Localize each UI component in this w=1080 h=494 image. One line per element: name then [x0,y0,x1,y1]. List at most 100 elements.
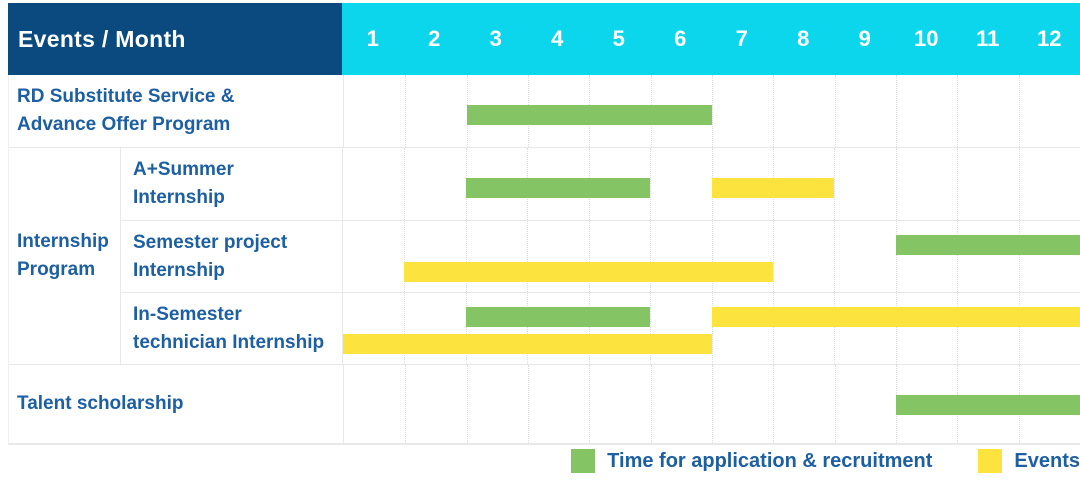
month-gridline [404,293,406,364]
chart-legend: Time for application & recruitment Event… [571,449,1080,473]
month-label: 10 [914,26,939,51]
month-gridline [957,148,959,220]
group-label: Internship Program [9,148,121,364]
month-gridline [895,148,897,220]
gantt-area [343,365,1080,443]
month-gridline [650,365,652,443]
month-gridline [650,293,652,364]
label-line: RD Substitute Service & [17,86,235,107]
month-gridline [1018,293,1020,364]
gantt-table: Events / Month 1 2 3 4 5 6 7 8 9 10 11 12 RD Substi… [8,3,1080,445]
label-line: Internship [17,231,109,252]
legend-label: Events [1014,449,1080,472]
month-gridline [405,75,407,147]
month-gridline [957,75,959,147]
month-header-row: 1 2 3 4 5 6 7 8 9 10 11 12 [342,3,1080,75]
month-label: 6 [674,26,687,51]
month-gridline [527,221,529,292]
month-gridline [895,293,897,364]
month-label: 4 [551,26,564,51]
month-gridline [650,221,652,292]
month-label: 3 [489,26,502,51]
table-row-a-plus-summer: A+Summer Internship [121,148,1080,220]
label-line: Program [17,259,96,280]
month-gridline [834,365,836,443]
label-line: Internship [133,187,225,208]
legend-label: Time for application & recruitment [607,449,933,472]
label-line: Talent scholarship [17,393,184,414]
row-label: In-Semester technician Internship [121,293,342,364]
table-row-talent-scholarship: Talent scholarship [9,364,1080,443]
event-bar [404,262,773,282]
month-label: 2 [428,26,441,51]
application-bar [896,395,1080,415]
event-bar [711,178,835,198]
month-gridline [834,75,836,147]
gantt-area [342,221,1080,292]
month-gridline [834,148,836,220]
internship-group-row: Internship Program A+Summer Internship Sem… [9,147,1080,364]
legend-item-application: Time for application & recruitment [571,449,932,473]
month-gridline [405,365,407,443]
month-gridline [1018,221,1020,292]
label-line: technician Internship [133,331,325,353]
month-gridline [404,221,406,292]
label-line: Internship [133,259,225,281]
month-gridline [465,221,467,292]
month-gridline [957,293,959,364]
month-gridline [1018,75,1020,147]
table-row-in-semester-technician: In-Semester technician Internship [121,292,1080,364]
application-bar [465,307,651,327]
row-label: RD Substitute Service & Advance Offer Pro… [9,75,343,147]
application-bar [465,178,651,198]
gantt-area [342,148,1080,220]
internship-subrows: A+Summer Internship Semester project Inter… [121,148,1080,364]
event-bar [711,307,1080,327]
month-gridline [834,221,836,292]
row-label: Talent scholarship [9,365,343,443]
month-gridline [772,293,774,364]
event-swatch-icon [978,449,1003,473]
month-gridline [957,221,959,292]
month-gridline [711,293,713,364]
month-gridline [711,221,713,292]
application-bar [895,235,1080,255]
month-gridline [773,75,775,147]
row-label: Semester project Internship [121,221,342,292]
month-gridline [465,293,467,364]
month-gridline [712,75,713,147]
label-line: In-Semester [133,303,242,325]
label-line: A+Summer [133,159,234,180]
month-gridline [772,221,774,292]
month-gridline [404,148,406,220]
legend-item-events: Events [978,449,1080,473]
month-label: 7 [735,26,748,51]
corner-header: Events / Month [8,3,342,75]
month-gridline [589,365,591,443]
month-label: 8 [797,26,810,51]
month-label: 5 [612,26,625,51]
month-gridline [895,221,897,292]
table-row-semester-project: Semester project Internship [121,220,1080,292]
month-label: 9 [858,26,871,51]
month-gridline [712,365,713,443]
table-header: Events / Month 1 2 3 4 5 6 7 8 9 10 11 12 [8,3,1080,75]
row-label: A+Summer Internship [121,148,342,220]
month-label: 12 [1037,26,1062,51]
month-gridline [650,148,652,220]
label-line: Semester project [133,231,288,253]
application-swatch-icon [571,449,596,473]
month-gridline [527,293,529,364]
month-gridline [1018,148,1020,220]
gantt-area [342,293,1080,364]
month-gridline [528,365,529,443]
table-body: RD Substitute Service & Advance Offer Pro… [8,75,1080,445]
month-gridline [896,75,897,147]
table-row-rd-substitute: RD Substitute Service & Advance Offer Pro… [9,75,1080,147]
gantt-area [343,75,1080,147]
label-line: Advance Offer Program [17,114,231,135]
month-gridline [588,221,590,292]
event-bar [343,334,712,354]
month-gridline [773,365,775,443]
